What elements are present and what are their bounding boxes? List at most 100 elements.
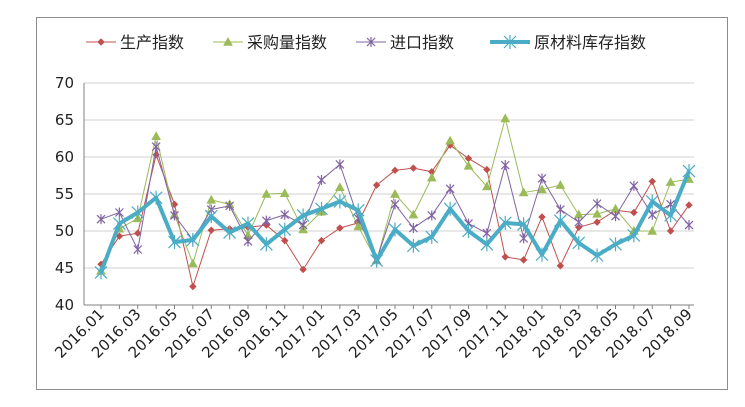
y-tick-label: 40 xyxy=(55,296,74,314)
data-point xyxy=(556,262,565,270)
data-point xyxy=(482,228,492,239)
data-point xyxy=(685,201,693,209)
data-point xyxy=(206,194,217,204)
data-point xyxy=(243,236,253,247)
legend-item: 采购量指数 xyxy=(213,33,327,52)
data-point xyxy=(151,141,161,152)
data-point xyxy=(388,222,402,237)
data-point xyxy=(592,198,602,209)
data-point xyxy=(463,160,474,170)
data-point xyxy=(647,225,658,235)
data-point xyxy=(149,190,163,205)
data-point xyxy=(131,205,145,220)
data-point xyxy=(353,221,364,231)
y-tick-label: 55 xyxy=(55,185,74,203)
data-point xyxy=(97,38,105,46)
data-point xyxy=(611,211,620,222)
data-point xyxy=(223,225,237,240)
data-point xyxy=(204,209,218,224)
data-point xyxy=(684,220,694,231)
data-point xyxy=(682,164,696,179)
data-point xyxy=(280,209,290,220)
data-point xyxy=(445,183,455,194)
legend-item: 进口指数 xyxy=(356,33,454,52)
data-point xyxy=(665,177,676,186)
legend-item: 原材料库存指数 xyxy=(490,33,646,52)
data-point xyxy=(537,184,547,194)
y-tick-label: 50 xyxy=(55,222,74,240)
data-point xyxy=(278,222,292,237)
data-point xyxy=(630,208,638,217)
data-point xyxy=(482,181,492,191)
data-point xyxy=(261,188,272,198)
legend-label: 采购量指数 xyxy=(247,33,327,52)
data-point xyxy=(366,37,376,47)
data-point xyxy=(259,237,273,252)
data-point xyxy=(336,224,344,232)
data-point xyxy=(425,229,439,244)
data-point xyxy=(627,228,641,243)
data-point xyxy=(518,187,529,197)
data-point xyxy=(372,181,381,189)
series-line xyxy=(99,170,691,274)
data-point xyxy=(115,232,124,240)
data-point xyxy=(390,188,400,198)
data-point xyxy=(408,223,418,234)
data-point xyxy=(112,216,126,231)
data-point xyxy=(186,232,200,247)
data-point xyxy=(537,173,547,184)
data-point xyxy=(299,265,307,274)
data-point xyxy=(519,233,529,244)
legend-label: 生产指数 xyxy=(120,33,184,52)
legend-label: 进口指数 xyxy=(390,33,454,52)
data-point xyxy=(648,177,656,186)
data-point xyxy=(427,210,437,221)
data-point xyxy=(501,253,509,261)
legend: 生产指数 采购量指数 进口指数 原材料库存指数 xyxy=(86,33,646,52)
legend-label: 原材料库存指数 xyxy=(534,33,646,52)
data-point xyxy=(664,208,678,223)
data-point xyxy=(666,227,675,235)
data-point xyxy=(480,237,494,252)
data-point xyxy=(170,200,179,209)
data-point xyxy=(317,174,326,185)
data-point xyxy=(462,224,475,238)
data-point xyxy=(426,172,437,182)
data-point xyxy=(391,166,399,175)
data-point xyxy=(647,209,657,220)
data-point xyxy=(519,256,528,264)
data-point xyxy=(572,235,586,250)
data-point xyxy=(443,201,457,216)
data-point xyxy=(223,36,233,46)
data-point xyxy=(281,236,289,245)
data-point xyxy=(538,213,546,221)
data-point xyxy=(590,248,604,263)
x-axis-ticks: 2016.012016.032016.052016.072016.092016.… xyxy=(51,305,696,362)
data-point xyxy=(225,200,235,211)
data-point xyxy=(94,265,108,280)
data-point xyxy=(592,208,602,218)
data-point xyxy=(500,113,511,123)
data-point xyxy=(574,217,584,228)
data-point xyxy=(445,135,455,145)
data-point xyxy=(151,131,161,140)
data-point xyxy=(629,180,639,191)
data-point xyxy=(575,223,583,232)
data-point xyxy=(317,236,326,245)
data-point xyxy=(170,210,179,221)
data-point xyxy=(114,207,124,218)
data-point xyxy=(134,229,142,237)
data-point xyxy=(261,215,271,226)
data-point xyxy=(535,247,549,262)
data-point xyxy=(296,208,310,223)
data-point xyxy=(279,188,290,197)
series-4 xyxy=(94,164,696,280)
data-point xyxy=(370,253,384,268)
data-point xyxy=(517,217,531,232)
data-point xyxy=(188,258,198,268)
data-point xyxy=(555,204,565,215)
data-point xyxy=(409,164,418,172)
data-point xyxy=(168,235,181,250)
data-point xyxy=(503,35,517,49)
